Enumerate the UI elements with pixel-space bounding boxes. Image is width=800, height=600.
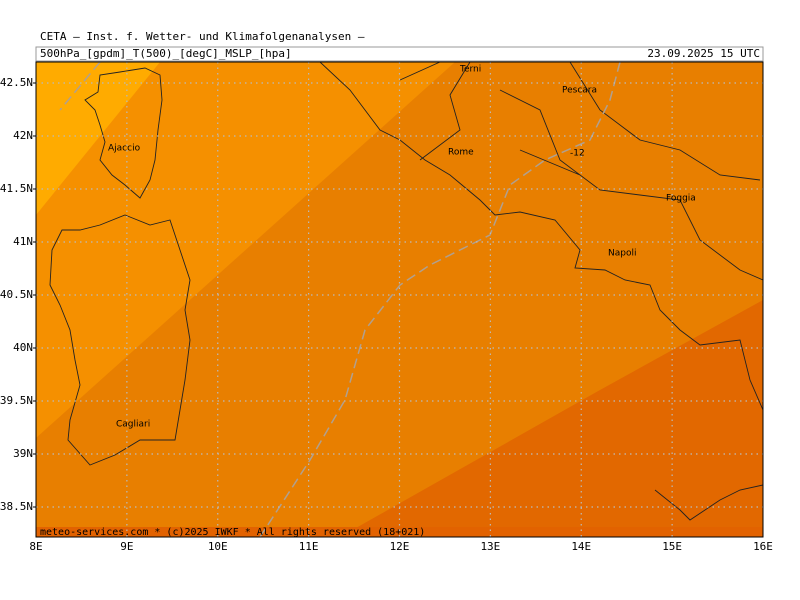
coastline: [319, 62, 763, 411]
lon-label: 8E: [29, 540, 42, 553]
lon-label: 15E: [662, 540, 682, 553]
lat-label: 40.5N: [0, 288, 33, 301]
place-label: Pescara: [562, 86, 597, 96]
place-label: Rome: [448, 148, 474, 158]
coastline: [84, 67, 163, 199]
lon-label: 12E: [390, 540, 410, 553]
place-label: Napoli: [608, 249, 636, 259]
place-label: Cagliari: [116, 420, 150, 430]
lat-label: 41.5N: [0, 182, 33, 195]
temperature-band: [36, 62, 160, 215]
isotherm: [59, 62, 621, 537]
coastline: [49, 214, 191, 466]
lat-label: 38.5N: [0, 500, 33, 513]
lat-label: 42N: [13, 129, 33, 142]
lon-label: 13E: [480, 540, 500, 553]
lat-label: 41N: [13, 235, 33, 248]
lon-label: 16E: [753, 540, 773, 553]
coastline: [569, 62, 761, 181]
lon-label: 14E: [571, 540, 591, 553]
lat-label: 40N: [13, 341, 33, 354]
lon-label: 9E: [120, 540, 133, 553]
lat-label: 39.5N: [0, 394, 33, 407]
map-frame: [35, 61, 764, 538]
region-border: [399, 62, 763, 281]
lat-label: 39N: [13, 447, 33, 460]
temperature-band: [36, 527, 763, 537]
map-title: CETA — Inst. f. Wetter- und Klimafolgena…: [40, 30, 365, 43]
header-bar: [35, 46, 764, 62]
lat-label: 42.5N: [0, 76, 33, 89]
place-label: Terni: [459, 65, 481, 75]
isotherm-label: -12: [570, 149, 585, 159]
place-label: Ajaccio: [108, 144, 141, 154]
parameters: 500hPa_[gpdm]_T(500)_[degC]_MSLP_[hpa]: [40, 47, 292, 60]
map-area: [36, 62, 763, 537]
valid-time: 23.09.2025 15 UTC: [647, 47, 760, 60]
place-label: Foggia: [666, 194, 696, 204]
temperature-band: [340, 300, 763, 537]
coastline: [654, 484, 763, 521]
temperature-band: [36, 62, 455, 438]
lon-label: 10E: [208, 540, 228, 553]
footer: meteo-services.com * (c)2025 IWKF * All …: [40, 527, 425, 538]
lon-label: 11E: [299, 540, 319, 553]
